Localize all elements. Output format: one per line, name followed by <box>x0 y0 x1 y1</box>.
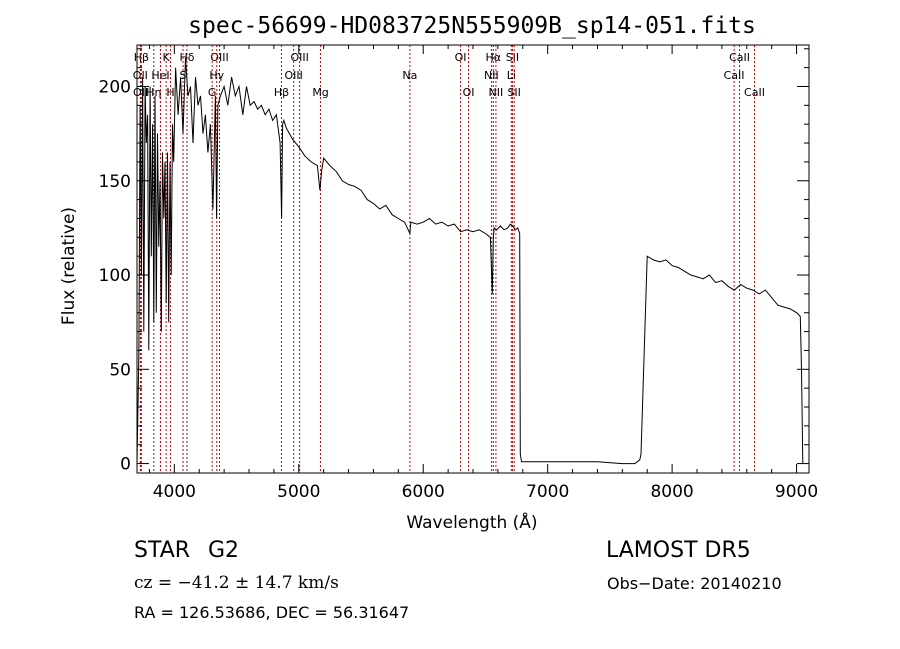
emission-line-label: H <box>166 86 174 99</box>
observation-date: Obs−Date: 20140210 <box>607 574 782 593</box>
chart-title: spec-56699-HD083725N555909B_sp14-051.fit… <box>188 13 756 39</box>
y-axis-ticks: 0 50 100 150 200 <box>99 48 809 475</box>
object-subclass: G2 <box>208 538 240 563</box>
x-tick-label: 5000 <box>277 482 320 502</box>
plot-frame <box>136 44 810 474</box>
emission-line-label: Mg <box>312 86 328 99</box>
x-tick-label: 7000 <box>526 482 569 502</box>
x-axis-label: Wavelength (Å) <box>406 511 537 533</box>
x-tick-label: 4000 <box>153 482 196 502</box>
emission-line-label: OI <box>463 86 475 99</box>
emission-line-label: Li <box>507 69 516 82</box>
x-tick-label: 9000 <box>775 482 818 502</box>
y-tick-label: 0 <box>120 455 131 475</box>
emission-line-label: CaII <box>729 51 750 64</box>
emission-line-label: OIII <box>290 51 308 64</box>
y-tick-label: 200 <box>99 77 131 97</box>
x-tick-label: 8000 <box>650 482 693 502</box>
redshift-cz: cz = −41.2 ± 14.7 km/s <box>134 573 339 593</box>
ra-dec-coordinates: RA = 126.53686, DEC = 56.31647 <box>134 603 410 622</box>
emission-line-label: OIII <box>284 69 302 82</box>
emission-line-label: Hα <box>486 51 502 64</box>
survey-name: LAMOST DR5 <box>606 538 751 563</box>
emission-line-label: NII <box>484 69 499 82</box>
y-tick-label: 150 <box>99 172 131 192</box>
emission-line-label: OI <box>455 51 467 64</box>
emission-line-label: SII <box>506 51 519 64</box>
emission-line-label: K <box>163 51 171 64</box>
y-tick-label: 50 <box>109 360 131 380</box>
emission-line-label: Hβ <box>274 86 289 99</box>
emission-line-label: G <box>208 86 217 99</box>
x-axis-ticks: 4000 5000 6000 7000 8000 9000 <box>148 45 818 502</box>
emission-line-label: Hη <box>146 86 161 99</box>
emission-line-label: Hβ <box>134 51 149 64</box>
emission-line-label: OIII <box>210 51 228 64</box>
emission-line-label: Hδ <box>180 51 195 64</box>
spectrum-line <box>136 58 804 465</box>
y-tick-label: 100 <box>99 266 131 286</box>
emission-line-label: Hγ <box>209 69 224 82</box>
x-tick-label: 6000 <box>402 482 445 502</box>
emission-line-label: NII <box>489 86 504 99</box>
emission-line-label: Na <box>402 69 417 82</box>
emission-line-label: SII <box>507 86 520 99</box>
y-axis-label: Flux (relative) <box>59 207 79 325</box>
object-class: STAR <box>134 538 191 563</box>
emission-line-label: CaII <box>744 86 765 99</box>
emission-line-label: S <box>180 69 187 82</box>
emission-line-label: HeI <box>151 69 169 82</box>
emission-line-label: CaII <box>724 69 745 82</box>
